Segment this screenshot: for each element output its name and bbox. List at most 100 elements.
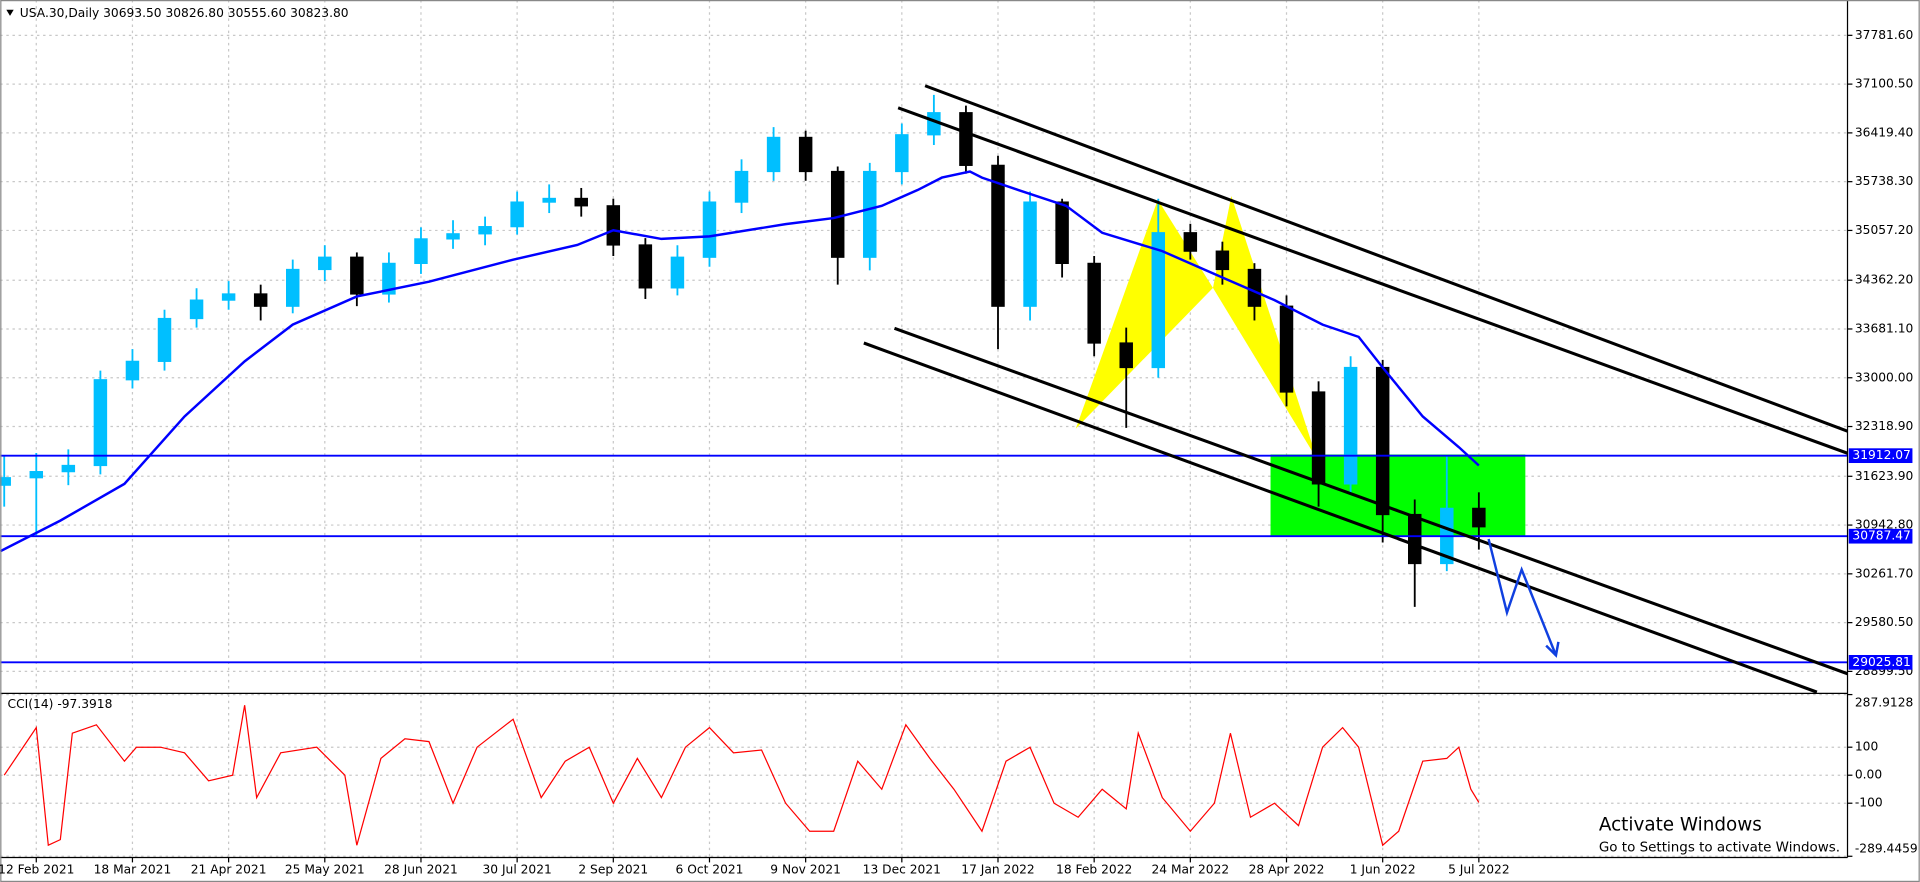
candle-body (670, 256, 685, 289)
candle-body (638, 244, 653, 289)
moving-average (0, 170, 1480, 553)
x-tick-label: 21 Apr 2021 (191, 862, 267, 876)
x-tick-label: 17 Jan 2022 (961, 862, 1034, 876)
x-tick-label: 9 Nov 2021 (770, 862, 841, 876)
candle-body (766, 136, 781, 173)
y-tick-label: 32318.90 (1855, 419, 1913, 433)
pattern-triangle (1212, 196, 1318, 460)
candle-body (93, 379, 108, 467)
candle-body (510, 201, 524, 228)
candle-body (29, 471, 44, 479)
level-label-box (1848, 528, 1913, 544)
y-tick-label: 30942.80 (1855, 518, 1913, 532)
candle-body (1247, 268, 1262, 307)
candle-body (1343, 366, 1358, 485)
chart-title: USA.30,Daily (20, 6, 100, 20)
indicator-title: CCI(14) -97.3918 (8, 697, 113, 711)
x-tick-label: 1 Jun 2022 (1350, 862, 1416, 876)
y-tick-label: 37100.50 (1855, 77, 1913, 91)
candle-body (318, 256, 332, 271)
candle-body (189, 299, 204, 320)
candle-body (414, 238, 428, 264)
candle-body (1023, 201, 1037, 307)
x-tick-label: 12 Feb 2021 (0, 862, 74, 876)
y-tick-label: 35057.20 (1855, 223, 1913, 237)
candle-body (1183, 232, 1198, 252)
collapse-icon (6, 9, 14, 16)
candle-body (1055, 201, 1069, 264)
level-label: 30787.47 (1852, 529, 1910, 543)
candle-body (830, 170, 845, 258)
candle-body (1279, 305, 1294, 393)
y-tick-label: 35738.30 (1855, 174, 1913, 188)
x-tick-label: 30 Jul 2021 (482, 862, 551, 876)
y-tick-label: 100 (1855, 740, 1878, 754)
channel-line (924, 84, 1849, 433)
x-tick-label: 28 Apr 2022 (1249, 862, 1325, 876)
candle-body (895, 134, 909, 173)
level-label-box (1848, 654, 1913, 670)
y-tick-label: 29580.50 (1855, 615, 1913, 629)
watermark-text: Go to Settings to activate Windows. (1599, 840, 1840, 856)
channel-line (893, 326, 1849, 676)
candle-body (446, 233, 460, 240)
channel-line (897, 106, 1849, 455)
candle-body (542, 197, 556, 203)
grid (0, 0, 1848, 857)
y-tick-label: 36419.40 (1855, 125, 1913, 139)
candle-body (1375, 366, 1390, 516)
candle-body (1087, 262, 1101, 344)
arrow-head (1545, 641, 1560, 658)
candle-body (157, 317, 172, 362)
candle-body (991, 164, 1005, 307)
watermark-title: Activate Windows (1599, 815, 1762, 836)
y-tick-label: 287.9128 (1855, 696, 1913, 710)
x-tick-label: 2 Sep 2021 (578, 862, 648, 876)
candle-body (1119, 342, 1133, 369)
level-label-box (1848, 448, 1913, 464)
candle-body (863, 170, 877, 258)
zone-rectangle (1270, 454, 1526, 537)
candle-body (798, 136, 813, 173)
candle-body (574, 197, 588, 207)
pattern-triangle (1075, 199, 1213, 429)
candle-body (1472, 507, 1486, 528)
y-tick-label: -289.4459 (1855, 841, 1918, 855)
y-tick-label: 33681.10 (1855, 321, 1913, 335)
x-tick-label: 25 May 2021 (285, 862, 365, 876)
forecast-arrow (1487, 538, 1558, 656)
candle-body (1408, 513, 1422, 565)
candle-body (606, 205, 621, 246)
x-tick-label: 13 Dec 2021 (863, 862, 941, 876)
y-tick-label: 37781.60 (1855, 28, 1913, 42)
candle-body (125, 360, 140, 381)
candle-body (478, 226, 492, 235)
y-tick-label: -100 (1855, 796, 1883, 810)
candle-body (959, 112, 973, 166)
x-tick-label: 18 Mar 2021 (94, 862, 172, 876)
candle-body (1215, 250, 1230, 271)
chart-subtitle: 30693.50 30826.80 30555.60 30823.80 (103, 6, 348, 20)
x-tick-label: 28 Jun 2021 (384, 862, 458, 876)
y-tick-label: 34362.20 (1855, 273, 1913, 287)
candle-body (285, 268, 300, 307)
candle-body (382, 262, 396, 295)
x-tick-label: 5 Jul 2022 (1448, 862, 1510, 876)
overlay (863, 84, 1849, 694)
candle-body (221, 293, 236, 301)
y-tick-label: 31623.90 (1855, 469, 1913, 483)
level-label: 31912.07 (1852, 448, 1910, 462)
y-tick-label: 30261.70 (1855, 566, 1913, 580)
candle-body (253, 293, 268, 307)
x-tick-label: 6 Oct 2021 (676, 862, 744, 876)
indicator-line (3, 705, 1480, 847)
candle-body (702, 201, 717, 258)
candle-body (61, 464, 76, 473)
x-tick-label: 24 Mar 2022 (1152, 862, 1230, 876)
level-label: 29025.81 (1852, 655, 1910, 669)
candle-body (1311, 391, 1326, 485)
